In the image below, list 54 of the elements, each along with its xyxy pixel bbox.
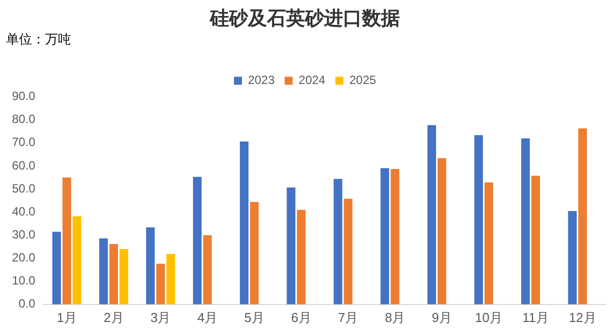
bar — [72, 216, 82, 304]
bar — [62, 178, 72, 304]
bar — [438, 158, 446, 304]
y-tick-label: 60.0 — [12, 158, 36, 172]
y-tick-label: 40.0 — [12, 204, 36, 218]
bar — [474, 135, 483, 304]
legend-label: 2025 — [349, 73, 376, 88]
bar — [427, 125, 436, 304]
bar — [52, 232, 61, 304]
bar — [568, 210, 577, 304]
chart-title: 硅砂及石英砂进口数据 — [209, 8, 400, 30]
x-tick-label: 6月 — [291, 310, 312, 325]
x-tick-label: 3月 — [150, 310, 171, 325]
bar — [156, 264, 165, 304]
y-tick-label: 80.0 — [12, 112, 36, 126]
x-tick-label: 11月 — [522, 310, 549, 325]
y-tick-label: 0.0 — [18, 296, 36, 311]
x-tick-label: 8月 — [384, 310, 406, 325]
bar — [390, 169, 400, 304]
bar — [380, 168, 390, 304]
bar — [192, 176, 202, 304]
bar — [146, 227, 155, 304]
x-tick-label: 7月 — [338, 310, 358, 325]
legend-label: 2023 — [248, 73, 275, 88]
y-tick-label: 70.0 — [12, 135, 36, 150]
bar — [531, 176, 540, 304]
x-tick-label: 5月 — [244, 310, 264, 325]
bar — [109, 244, 118, 304]
x-tick-label: 2月 — [104, 310, 124, 325]
legend-label: 2024 — [298, 73, 326, 88]
bar — [240, 142, 249, 304]
x-tick-label: 10月 — [475, 310, 503, 325]
bar — [286, 187, 296, 304]
y-tick-label: 10.0 — [12, 274, 36, 288]
x-tick-label: 1月 — [56, 310, 77, 325]
bar — [521, 138, 530, 304]
text: 单位：万吨 — [6, 32, 71, 47]
bar — [99, 238, 108, 304]
bar — [484, 182, 494, 304]
bar — [120, 249, 128, 304]
bar — [578, 128, 587, 304]
x-tick-label: 9月 — [432, 310, 452, 325]
bar — [203, 235, 212, 304]
bar — [166, 254, 176, 304]
y-tick-label: 50.0 — [12, 181, 36, 196]
y-tick-label: 30.0 — [12, 228, 36, 242]
bar — [344, 198, 352, 304]
y-tick-label: 90.0 — [12, 89, 36, 104]
x-tick-label: 12月 — [568, 310, 596, 325]
y-tick-label: 20.0 — [12, 250, 36, 265]
bar — [334, 178, 342, 304]
bar — [250, 202, 259, 304]
bar — [296, 210, 306, 304]
x-tick-label: 4月 — [197, 310, 218, 325]
